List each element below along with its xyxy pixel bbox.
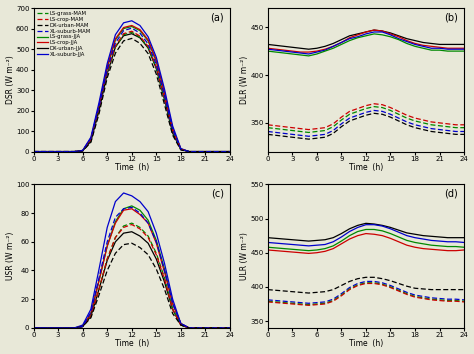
X-axis label: Time  (h): Time (h) <box>349 339 383 348</box>
Text: (c): (c) <box>211 189 224 199</box>
Text: (a): (a) <box>210 12 224 22</box>
X-axis label: Time  (h): Time (h) <box>115 339 149 348</box>
Y-axis label: ULR (W m⁻²): ULR (W m⁻²) <box>240 232 249 280</box>
Y-axis label: USR (W m⁻²): USR (W m⁻²) <box>6 232 15 280</box>
Y-axis label: DSR (W m⁻²): DSR (W m⁻²) <box>6 56 15 104</box>
Text: (d): (d) <box>445 189 458 199</box>
X-axis label: Time  (h): Time (h) <box>115 163 149 172</box>
Text: (b): (b) <box>444 12 458 22</box>
X-axis label: Time  (h): Time (h) <box>349 163 383 172</box>
Legend: LS-grass-MAM, LS-crop-MAM, DX-urban-MAM, XL-suburb-MAM, LS-grass-JJA, LS-crop-JJ: LS-grass-MAM, LS-crop-MAM, DX-urban-MAM,… <box>36 11 92 57</box>
Y-axis label: DLR (W m⁻²): DLR (W m⁻²) <box>240 56 249 104</box>
